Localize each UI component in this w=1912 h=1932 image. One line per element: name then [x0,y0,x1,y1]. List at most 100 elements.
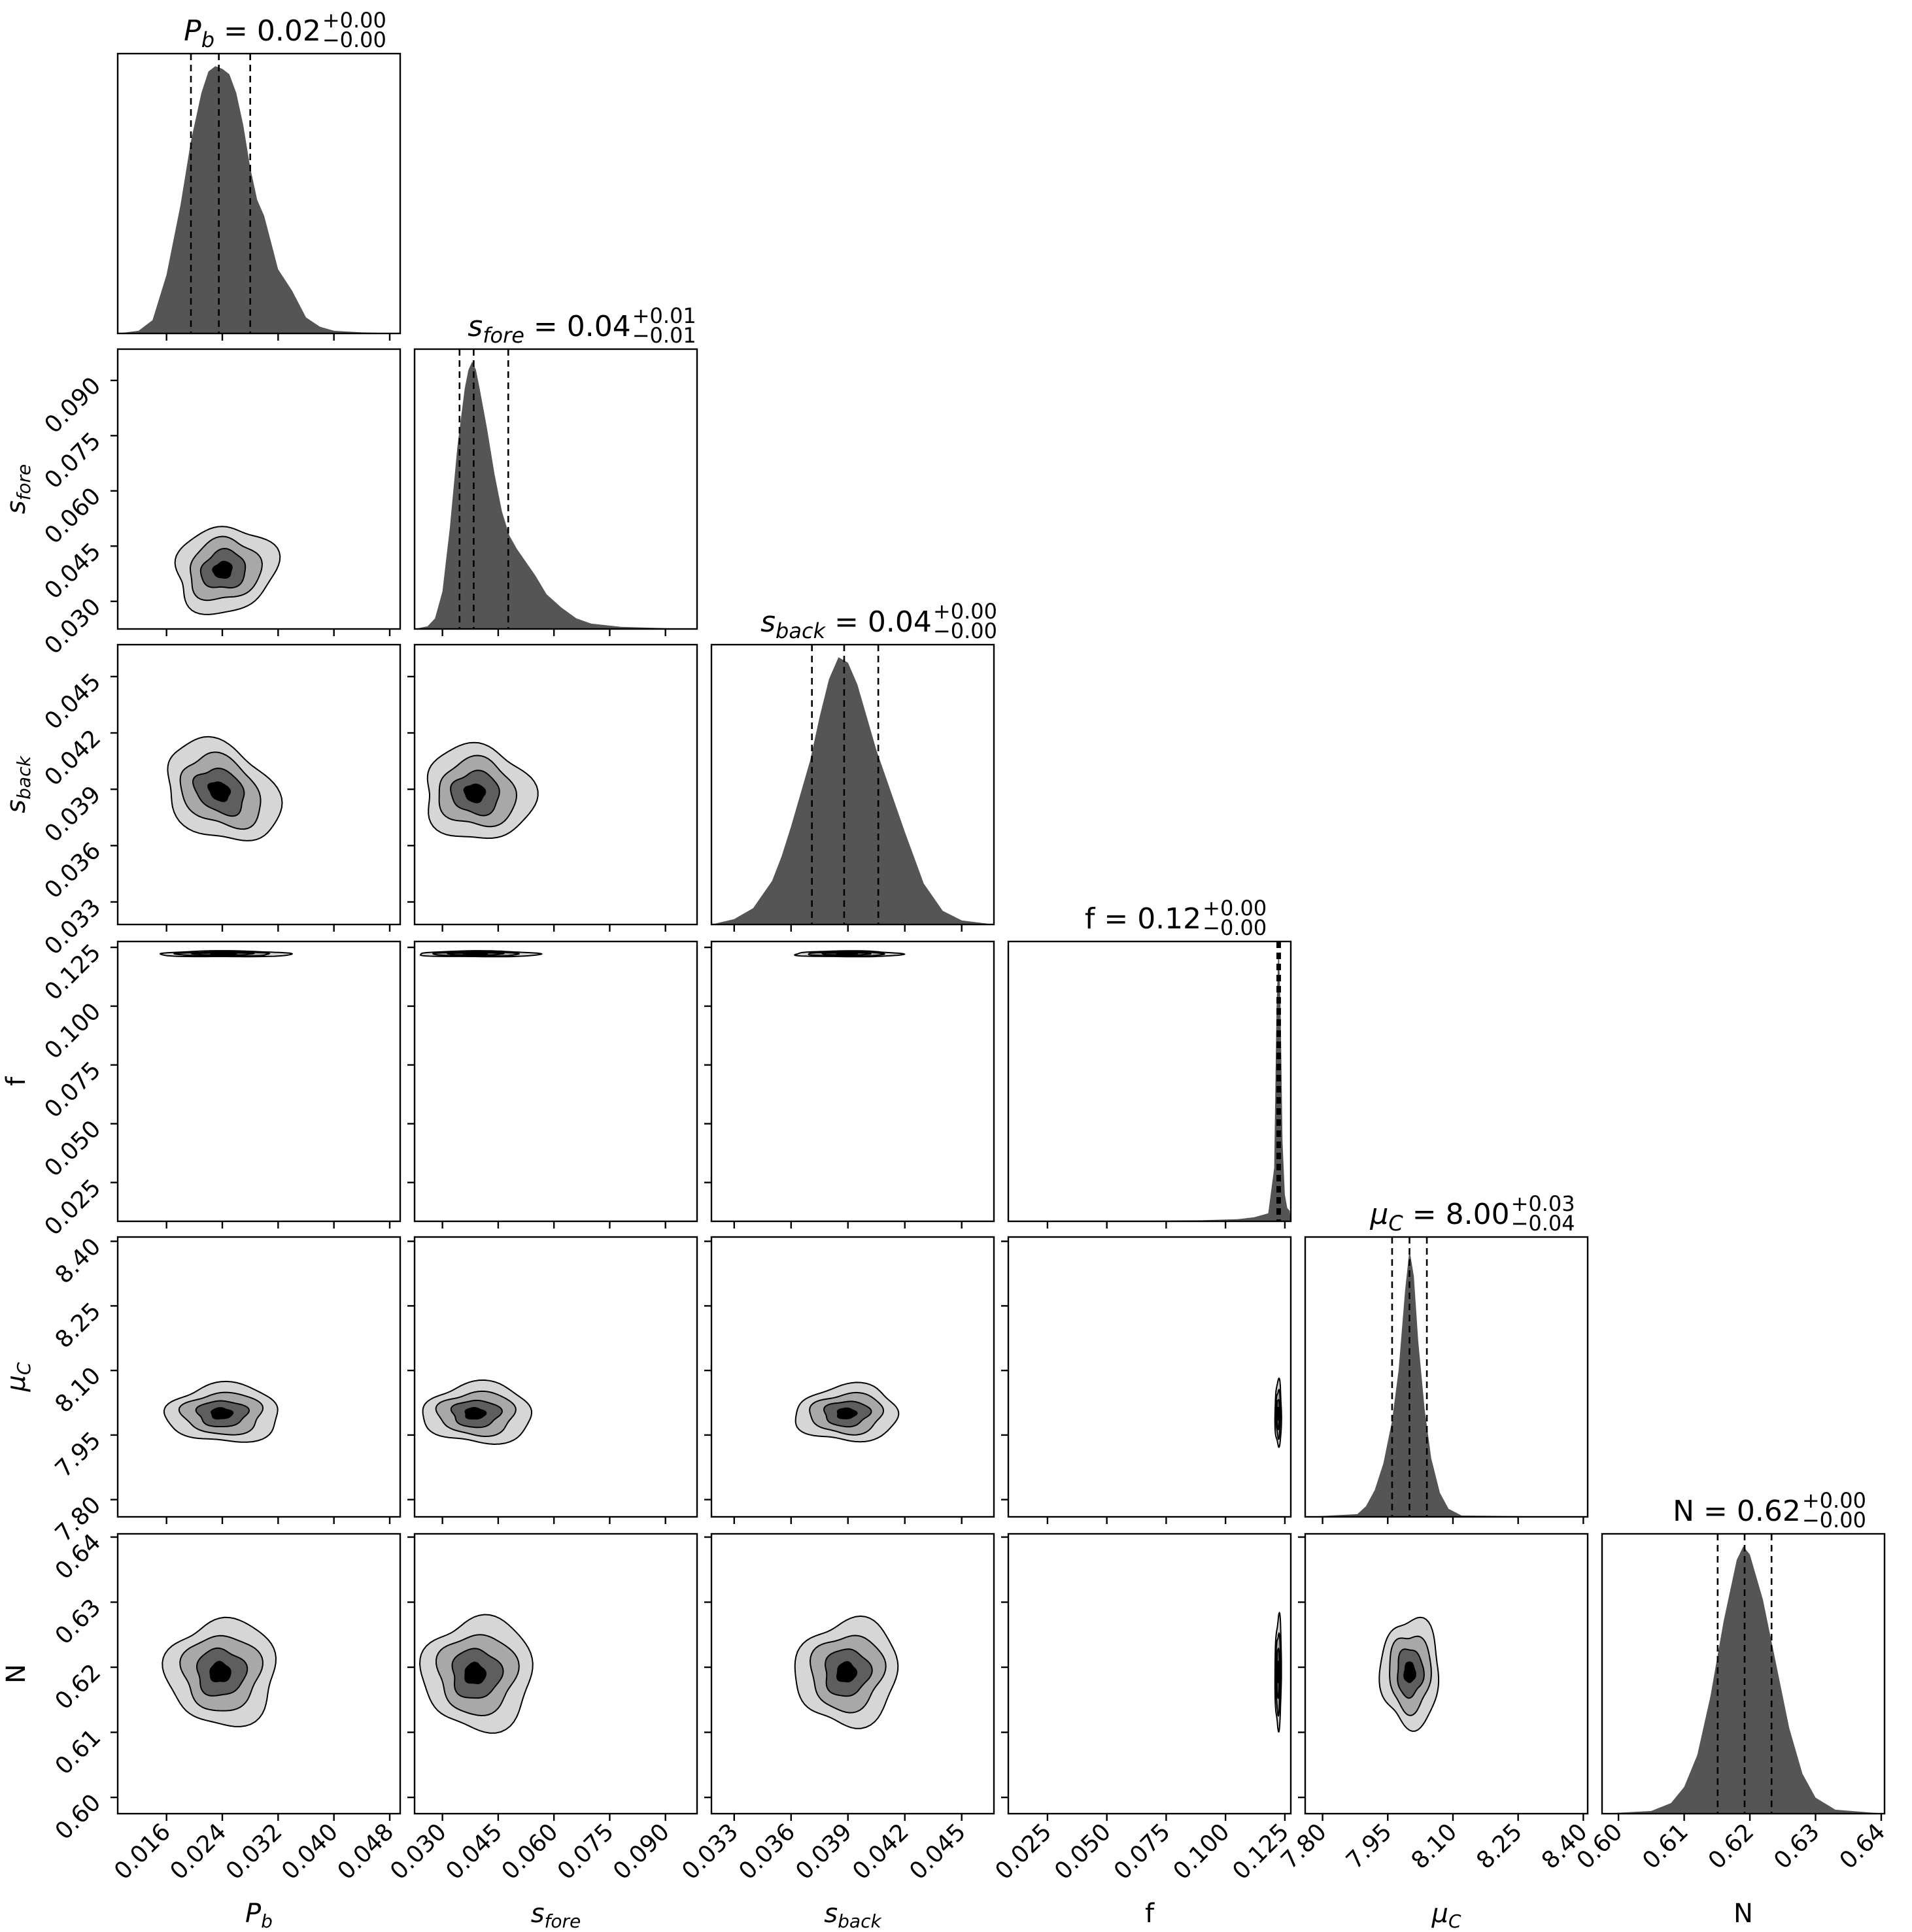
y-tick-label-N: 0.61 [50,1724,107,1780]
y-axis-label-sfore-sub: fore [13,464,35,501]
panel-title-Pb-sub: b [201,27,214,52]
panel-title-sback-name: s [760,605,776,639]
x-axis-label-muC: μC [1431,1899,1461,1932]
panel-title-sback: sback = 0.04 [760,605,932,643]
x-axis-label-muC-sub: C [1448,1910,1461,1932]
contour-level-3 [462,953,488,955]
y-axis-label-sfore: sfore [1,464,35,515]
panel-title-f-equals: = [1095,902,1137,936]
x-axis-label-Pb: Pb [245,1899,273,1932]
panel-frame [1304,1236,1589,1518]
panel-title-sfore: sfore = 0.04 [468,310,630,348]
x-axis-label-sfore: sfore [531,1899,581,1932]
y-tick-label-sback: 0.039 [39,781,106,848]
panel-title-Pb-name: P [184,14,201,48]
y-tick-label-muC: 8.10 [50,1362,107,1418]
x-tick-label-sback: 0.045 [904,1818,971,1885]
y-tick-label-sback: 0.036 [39,838,106,904]
panel-title-f-plus: +0.00 [1203,896,1267,921]
x-tick-label-Pb: 0.048 [332,1818,399,1885]
contour-group-sback-sfore [426,741,539,839]
x-axis-label-sback-sub: back [838,1910,882,1932]
histogram-muC [1305,1249,1588,1517]
y-axis-label-sback-main: s [1,800,31,813]
y-tick-label-f: 0.075 [39,1057,106,1123]
panel-title-N-value: 0.62 [1737,1495,1801,1528]
contour-level-3 [212,560,233,579]
panel-muC-Pb: 7.807.958.108.258.40 [50,1233,401,1548]
x-axis-label-Pb-sub: b [261,1910,273,1932]
contour-group-N-sfore [418,1614,534,1734]
y-tick-label-f: 0.050 [39,1115,106,1182]
panel-frame [116,643,401,926]
x-axis-label-f: f [1145,1899,1155,1929]
x-tick-label-f: 0.100 [1169,1818,1235,1885]
y-tick-label-muC: 8.25 [50,1298,107,1354]
x-axis-label-sback: sback [824,1899,882,1932]
panel-title-f-name: f [1085,902,1096,936]
y-axis-label-N-main: N [1,1664,31,1684]
panel-frame [1007,1236,1292,1518]
y-axis-label-N: N [1,1664,31,1684]
contour-level-3 [210,953,237,955]
contour-level-3 [836,953,859,955]
y-tick-label-muC: 8.40 [50,1233,107,1289]
panel-title-muC-equals: = [1403,1198,1446,1231]
panel-title-Pb-minus: −0.00 [322,27,386,52]
y-tick-label-sback: 0.042 [39,724,106,791]
panel-sback-sback: sback = 0.04 +0.00−0.00 [710,599,997,932]
histogram-sfore [415,362,697,629]
contour-level-3 [209,1661,231,1682]
panel-muC-sback [704,1236,995,1524]
x-tick-label-sfore: 0.045 [441,1818,507,1885]
contour-level-3 [1403,1661,1416,1684]
contour-group-N-muC [1378,1616,1440,1732]
contour-group-f-Pb [160,950,293,958]
contour-level-3 [211,1407,234,1420]
x-tick-label-muC: 7.95 [1341,1818,1397,1874]
panel-title-sfore-plus: +0.01 [632,303,696,328]
x-tick-label-muC: 8.25 [1471,1818,1528,1874]
x-tick-label-Pb: 0.040 [277,1818,343,1885]
x-axis-label-N-main: N [1733,1899,1753,1929]
contour-group-f-sfore [419,950,543,958]
contour-level-3 [836,1407,858,1419]
panel-frame [413,348,698,630]
panel-title-N-equals: = [1694,1495,1737,1528]
x-axis-label-sback-main: s [824,1899,838,1929]
contour-group-f-sback [793,950,906,958]
x-tick-label-f: 0.075 [1109,1818,1176,1885]
y-axis-label-muC-sub: C [13,1362,35,1375]
panel-frame [710,1533,995,1815]
y-tick-label-sfore: 0.045 [39,538,106,605]
x-tick-label-N: 0.63 [1769,1818,1825,1874]
panel-title-sfore-value: 0.04 [567,310,631,343]
x-tick-label-muC: 7.80 [1276,1818,1332,1874]
x-tick-label-Pb: 0.024 [165,1818,231,1885]
panel-title-sfore-sub: fore [483,323,524,348]
x-tick-label-N: 0.62 [1703,1818,1760,1874]
y-axis-label-f-main: f [1,1076,31,1086]
panel-title-sfore-minus: −0.01 [632,323,696,348]
histogram-Pb [118,66,400,334]
panel-frame [1304,1533,1589,1815]
panel-frame [116,1533,401,1815]
y-tick-label-sfore: 0.075 [39,428,106,494]
x-tick-label-sfore: 0.075 [553,1818,619,1885]
x-tick-label-sfore: 0.030 [385,1818,452,1885]
contour-group-sfore-Pb [174,526,281,615]
y-tick-label-f: 0.025 [39,1174,106,1241]
contour-group-muC-Pb [163,1380,279,1443]
panel-title-muC-minus: −0.04 [1511,1211,1575,1236]
panel-title-sback-value: 0.04 [868,605,932,639]
panel-title-sback-equals: = [825,605,868,639]
panel-frame [413,1533,698,1815]
panel-frame [116,52,401,335]
panel-sback-sfore [407,643,698,932]
panel-title-muC-sub: C [1388,1211,1403,1236]
x-tick-label-Pb: 0.032 [221,1818,288,1885]
panel-frame [116,1236,401,1518]
contour-level-3 [464,1406,487,1420]
